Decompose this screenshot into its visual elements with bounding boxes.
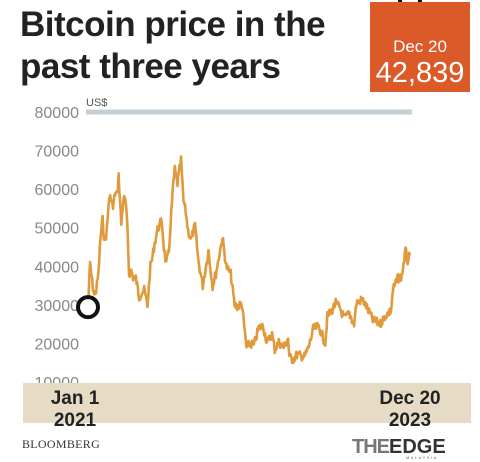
y-tick-label-30000: 30000 [35, 298, 80, 315]
start-point-marker [76, 295, 100, 320]
latest-price-callout: Dec 20 42,839 [370, 2, 470, 92]
y-tick-label-60000: 60000 [35, 182, 80, 199]
callout-value: 42,839 [375, 57, 465, 89]
y-tick-label-50000: 50000 [35, 221, 80, 238]
y-axis-unit-label: US$ [86, 97, 107, 109]
y-tick-label-40000: 40000 [35, 259, 80, 276]
publisher-logo: THEEDGE MALAYSIA [352, 436, 446, 460]
x-tick-month-end: Dec 20 [379, 388, 441, 409]
x-axis-band [23, 383, 471, 423]
x-tick-label-end: Dec 20 2023 [370, 388, 450, 432]
price-line [86, 155, 412, 365]
y-tick-label-20000: 20000 [35, 336, 80, 353]
chart-title: Bitcoin price in the past three years [20, 5, 326, 86]
x-tick-year-start: 2021 [53, 410, 97, 431]
x-tick-month-start: Jan 1 [50, 388, 100, 409]
callout-date: Dec 20 [393, 37, 447, 56]
y-tick-label-80000: 80000 [35, 105, 80, 122]
x-tick-label-start: Jan 1 2021 [40, 388, 110, 432]
source-credit: BLOOMBERG [22, 437, 101, 451]
y-tick-label-70000: 70000 [35, 144, 80, 161]
x-tick-year-end: 2023 [388, 410, 432, 431]
